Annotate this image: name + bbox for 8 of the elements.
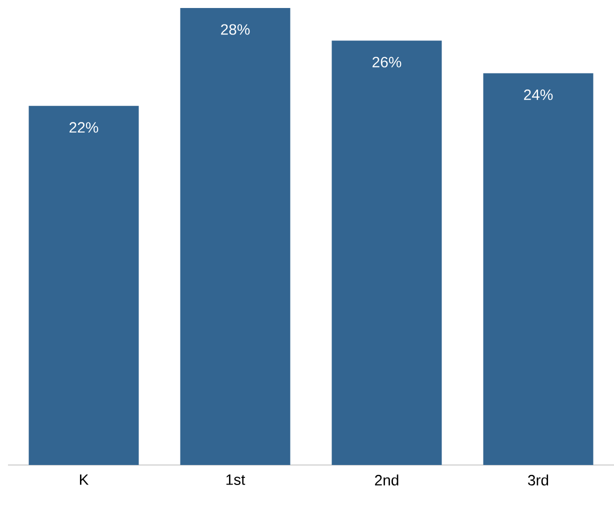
data-label: 24% xyxy=(524,89,553,100)
x-tick-label: K xyxy=(80,474,89,485)
x-tick-label: 1st xyxy=(226,474,246,485)
data-label: 26% xyxy=(372,56,402,68)
data-label: 28% xyxy=(221,24,250,35)
x-tick-label: 3rd xyxy=(528,474,548,486)
data-label: 22% xyxy=(70,122,98,133)
x-tick-label: 2nd xyxy=(375,474,398,486)
